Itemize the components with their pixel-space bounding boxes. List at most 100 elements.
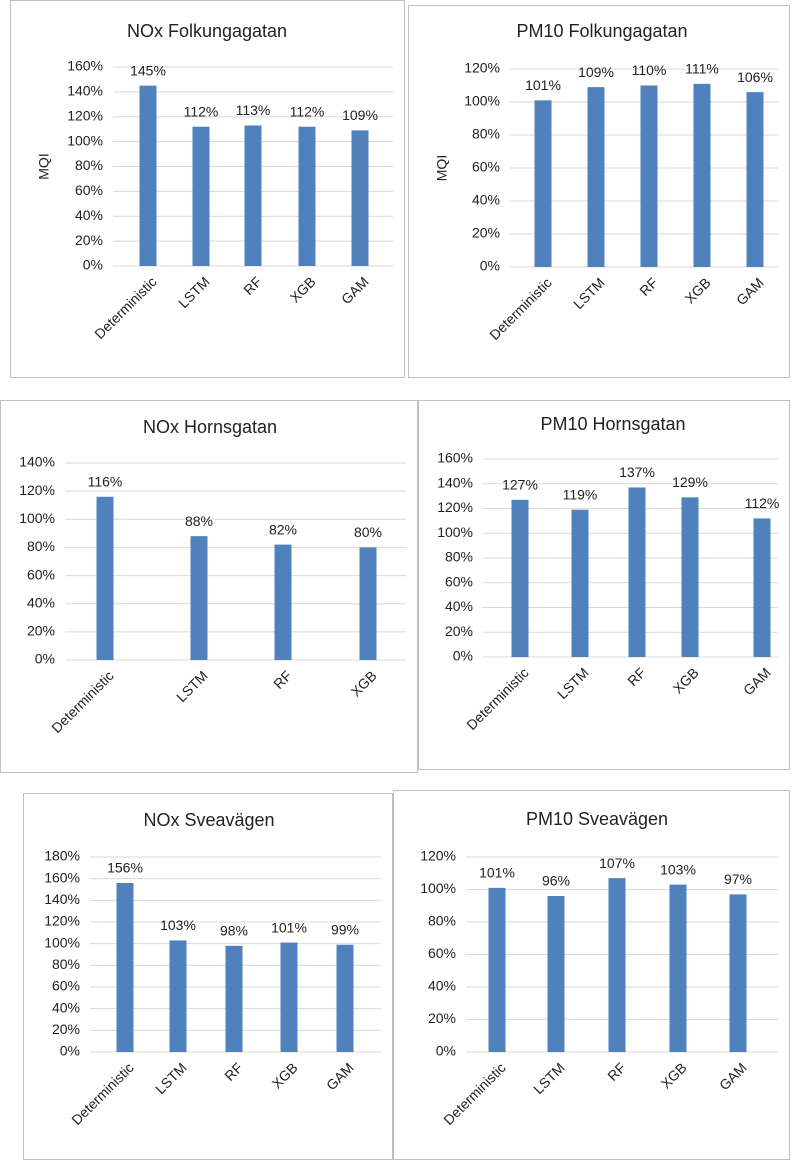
bar: [608, 878, 626, 1052]
y-tick-label: 0%: [60, 1043, 80, 1059]
value-label: 112%: [290, 103, 325, 119]
y-tick-label: 60%: [27, 566, 55, 582]
y-tick-label: 20%: [445, 623, 473, 639]
chart-title: NOx Sveavägen: [143, 810, 274, 830]
y-tick-label: 60%: [428, 945, 456, 961]
y-tick-label: 60%: [445, 573, 473, 589]
bar: [628, 487, 646, 657]
value-label: 103%: [160, 917, 196, 933]
value-label: 99%: [331, 921, 359, 937]
y-tick-label: 40%: [428, 978, 456, 994]
chart-panel: [418, 400, 790, 770]
y-tick-label: 80%: [27, 538, 55, 554]
value-label: 137%: [619, 464, 655, 480]
y-tick-label: 0%: [453, 648, 473, 664]
y-axis-label: MQI: [434, 155, 450, 181]
y-tick-label: 40%: [27, 594, 55, 610]
y-tick-label: 140%: [437, 474, 473, 490]
y-tick-label: 160%: [437, 450, 473, 466]
bar: [139, 85, 157, 266]
y-tick-label: 100%: [464, 93, 500, 109]
bar: [681, 497, 699, 657]
chart-panel: [23, 793, 393, 1160]
bar: [729, 894, 747, 1052]
bar: [587, 87, 605, 268]
value-label: 116%: [88, 473, 123, 489]
value-label: 109%: [342, 107, 378, 123]
y-tick-label: 120%: [19, 482, 55, 498]
value-label: 106%: [737, 69, 773, 85]
bar: [190, 536, 208, 660]
y-tick-label: 100%: [67, 132, 103, 148]
y-tick-label: 40%: [52, 999, 80, 1015]
y-tick-label: 140%: [44, 891, 80, 907]
y-tick-label: 0%: [83, 257, 103, 273]
value-label: 107%: [599, 855, 635, 871]
y-tick-label: 0%: [480, 258, 500, 274]
y-tick-label: 160%: [44, 869, 80, 885]
value-label: 110%: [632, 62, 667, 78]
bar: [225, 945, 243, 1052]
y-tick-label: 160%: [67, 58, 103, 74]
value-label: 98%: [220, 923, 248, 939]
y-tick-label: 120%: [67, 107, 103, 123]
bar: [488, 887, 506, 1052]
bar: [192, 126, 210, 266]
value-label: 101%: [271, 919, 307, 935]
value-label: 113%: [236, 102, 271, 118]
bar: [336, 944, 354, 1052]
y-tick-label: 60%: [75, 182, 103, 198]
y-tick-label: 80%: [52, 956, 80, 972]
y-tick-label: 40%: [472, 192, 500, 208]
y-tick-label: 20%: [27, 623, 55, 639]
y-tick-label: 20%: [75, 232, 103, 248]
y-tick-label: 120%: [437, 499, 473, 515]
bar: [547, 896, 565, 1052]
value-label: 101%: [479, 865, 515, 881]
bar: [96, 496, 114, 660]
y-tick-label: 60%: [52, 978, 80, 994]
bar: [280, 942, 298, 1052]
y-tick-label: 180%: [44, 848, 80, 864]
bar: [351, 130, 369, 266]
bar: [640, 85, 658, 267]
y-tick-label: 20%: [428, 1010, 456, 1026]
value-label: 112%: [184, 103, 219, 119]
y-tick-label: 0%: [35, 651, 55, 667]
value-label: 88%: [185, 513, 213, 529]
y-tick-label: 80%: [428, 913, 456, 929]
y-tick-label: 80%: [75, 157, 103, 173]
y-tick-label: 120%: [464, 60, 500, 76]
bar: [244, 125, 262, 266]
chart-title: NOx Folkungagatan: [127, 21, 287, 41]
value-label: 82%: [269, 521, 297, 537]
bar: [511, 499, 529, 657]
value-label: 129%: [672, 474, 708, 490]
y-tick-label: 80%: [445, 549, 473, 565]
y-tick-label: 40%: [75, 207, 103, 223]
y-tick-label: 140%: [19, 454, 55, 470]
y-tick-label: 60%: [472, 159, 500, 175]
value-label: 80%: [354, 524, 382, 540]
y-tick-label: 100%: [420, 880, 456, 896]
y-tick-label: 100%: [437, 524, 473, 540]
y-tick-label: 0%: [436, 1043, 456, 1059]
bar: [753, 518, 771, 657]
y-tick-label: 40%: [445, 598, 473, 614]
y-tick-label: 20%: [52, 1021, 80, 1037]
bar: [669, 884, 687, 1052]
value-label: 96%: [542, 873, 570, 889]
value-label: 103%: [660, 861, 696, 877]
value-label: 112%: [745, 495, 780, 511]
y-axis-label: MQI: [36, 153, 52, 179]
value-label: 145%: [130, 62, 166, 78]
bar: [746, 92, 764, 267]
y-tick-label: 80%: [472, 126, 500, 142]
bar: [693, 83, 711, 267]
bar: [274, 544, 292, 660]
y-tick-label: 20%: [472, 225, 500, 241]
value-label: 127%: [502, 477, 538, 493]
value-label: 156%: [107, 860, 143, 876]
y-tick-label: 100%: [19, 510, 55, 526]
